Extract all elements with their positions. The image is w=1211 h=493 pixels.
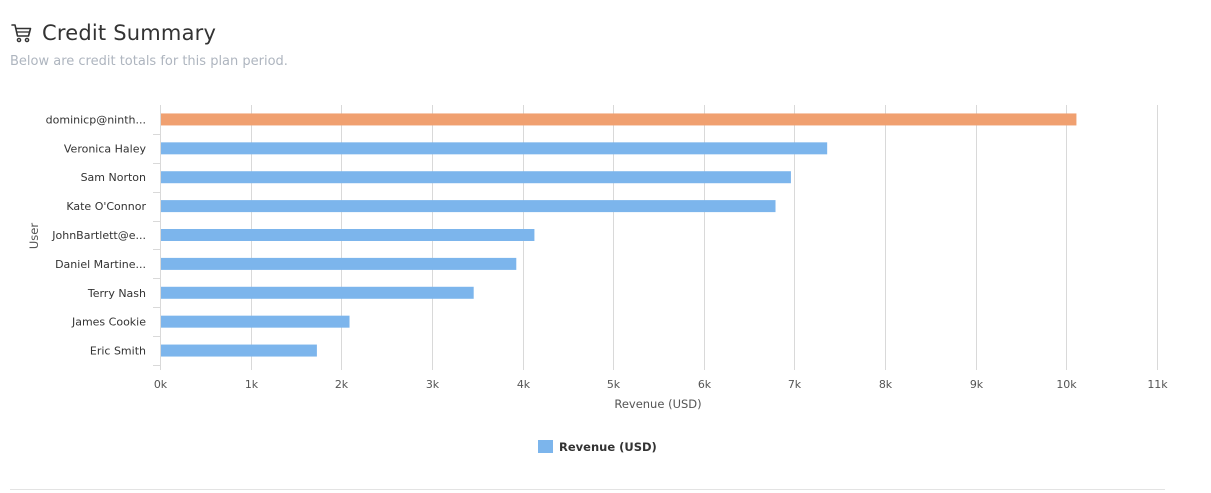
x-tick-label: 8k xyxy=(879,378,893,391)
y-tick-label: Daniel Martine... xyxy=(55,258,146,271)
revenue-chart: dominicp@ninth... Veronica Haley Sam Norto… xyxy=(0,90,1211,470)
x-tick-label: 6k xyxy=(698,378,712,391)
page-subtitle: Below are credit totals for this plan pe… xyxy=(10,54,288,69)
shopping-cart-icon xyxy=(10,21,34,45)
bar[interactable] xyxy=(161,113,1077,126)
x-tick-label: 7k xyxy=(788,378,802,391)
bar[interactable] xyxy=(161,257,517,270)
bar[interactable] xyxy=(161,229,535,241)
bar[interactable] xyxy=(161,171,791,184)
y-tick-label: Sam Norton xyxy=(81,171,146,184)
divider xyxy=(10,489,1165,490)
y-tick-layer: dominicp@ninth... Veronica Haley Sam Norto… xyxy=(46,113,147,357)
y-tick-label: dominicp@ninth... xyxy=(46,113,146,126)
x-tick-label: 11k xyxy=(1147,378,1168,391)
chart-svg: dominicp@ninth... Veronica Haley Sam Norto… xyxy=(27,105,1168,454)
y-tick-label: James Cookie xyxy=(71,316,146,329)
legend-swatch[interactable] xyxy=(538,440,553,453)
bar-layer xyxy=(161,113,1077,357)
x-tick-layer: 0k 1k 2k 3k 4k 5k 6k 7k 8k 9k 10k 11k xyxy=(154,378,1168,391)
bar[interactable] xyxy=(161,200,776,213)
header: Credit Summary Below are credit totals f… xyxy=(10,18,910,69)
x-tick-label: 9k xyxy=(970,378,984,391)
y-tick-label: Veronica Haley xyxy=(64,142,147,155)
x-tick-label: 5k xyxy=(607,378,621,391)
x-axis-title: Revenue (USD) xyxy=(614,397,701,411)
x-tick-label: 4k xyxy=(517,378,531,391)
title-row: Credit Summary xyxy=(10,18,910,48)
y-axis-title: User xyxy=(27,223,41,249)
bar[interactable] xyxy=(161,286,474,299)
y-tick-label: Eric Smith xyxy=(90,345,146,358)
bar[interactable] xyxy=(161,315,350,328)
page-title: Credit Summary xyxy=(42,21,217,45)
y-tick-label: JohnBartlett@e... xyxy=(51,229,146,242)
x-tick-label: 0k xyxy=(154,378,168,391)
x-tick-label: 3k xyxy=(426,378,440,391)
legend[interactable]: Revenue (USD) xyxy=(538,440,657,454)
bar[interactable] xyxy=(161,142,828,155)
y-tick-label: Kate O'Connor xyxy=(66,200,146,213)
y-tick-label: Terry Nash xyxy=(87,287,146,300)
x-tick-label: 1k xyxy=(245,378,259,391)
x-tick-label: 2k xyxy=(335,378,349,391)
x-tick-label: 10k xyxy=(1056,378,1077,391)
bar[interactable] xyxy=(161,344,317,357)
legend-label[interactable]: Revenue (USD) xyxy=(559,440,657,454)
